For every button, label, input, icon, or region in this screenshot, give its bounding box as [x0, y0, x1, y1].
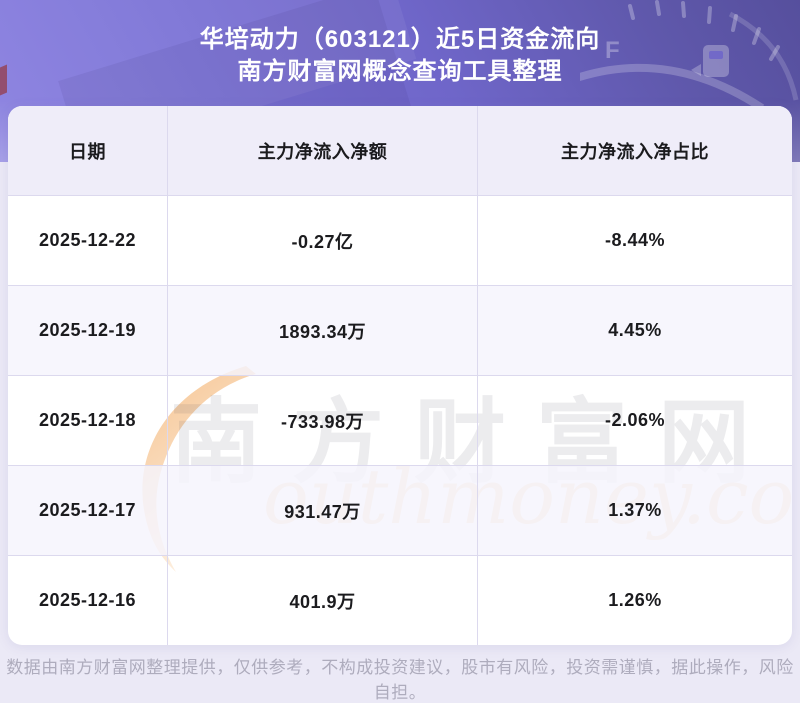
table-row: 2025-12-19 1893.34万 4.45% [8, 285, 792, 375]
cell-ratio: -2.06% [477, 376, 792, 465]
title-block: 华培动力（603121）近5日资金流向 南方财富网概念查询工具整理 [0, 24, 800, 88]
fuel-pump-glyph [691, 45, 729, 77]
cell-ratio: 1.26% [477, 556, 792, 645]
svg-text:F: F [605, 37, 620, 64]
disclaimer-text: 数据由南方财富网整理提供，仅供参考，不构成投资建议，股市有风险，投资需谨慎，据此… [6, 658, 794, 702]
cell-amount: 401.9万 [167, 556, 477, 645]
fuel-gauge-icon: F [580, 0, 799, 112]
cell-date: 2025-12-18 [38, 410, 137, 430]
table-row: 2025-12-22 -0.27亿 -8.44% [8, 195, 792, 285]
header-cell-date: 日期 [69, 141, 106, 162]
page-subtitle: 南方财富网概念查询工具整理 [237, 58, 563, 85]
cell-date: 2025-12-17 [38, 500, 137, 520]
cell-amount: -0.27亿 [167, 196, 477, 285]
page-title: 华培动力（603121）近5日资金流向 [199, 26, 601, 53]
cell-ratio: 1.37% [477, 466, 792, 555]
table-header-row: 日期 主力净流入净额 主力净流入净占比 [8, 106, 792, 195]
cell-date: 2025-12-19 [38, 320, 137, 340]
fund-flow-table: 南方财富网 outhmoney.com 日期 主力净流入净额 主力净流入净占比 … [8, 106, 792, 645]
header-cell-amount: 主力净流入净额 [167, 106, 477, 195]
table-row: 2025-12-16 401.9万 1.26% [8, 555, 792, 645]
table-row: 2025-12-18 -733.98万 -2.06% [8, 375, 792, 465]
cell-amount: -733.98万 [167, 376, 477, 465]
cell-date: 2025-12-22 [38, 230, 137, 250]
table-row: 2025-12-17 931.47万 1.37% [8, 465, 792, 555]
cell-ratio: -8.44% [477, 196, 792, 285]
cell-amount: 931.47万 [167, 466, 477, 555]
cell-ratio: 4.45% [477, 286, 792, 375]
cell-date: 2025-12-16 [38, 590, 137, 610]
header-cell-ratio: 主力净流入净占比 [477, 106, 792, 195]
cell-amount: 1893.34万 [167, 286, 477, 375]
